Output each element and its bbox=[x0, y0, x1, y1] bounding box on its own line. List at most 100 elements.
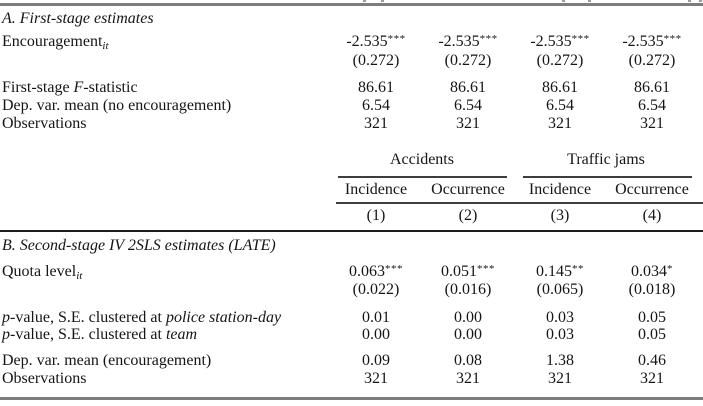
column-number: (3) bbox=[550, 207, 570, 224]
table-row: (0.022) (0.016) (0.065) (0.018) bbox=[0, 281, 703, 299]
row-label-f-statistic: First-stage F-statistic bbox=[0, 79, 330, 97]
coef-cell: -2.535*** bbox=[514, 33, 606, 51]
coef-value: -2.535 bbox=[438, 33, 480, 50]
column-header-occurrence: Occurrence bbox=[431, 181, 505, 198]
accidents-spanner-rule bbox=[338, 176, 507, 178]
cropped-text-fragment bbox=[363, 0, 366, 2]
table-row: p-value, S.E. clustered at team 0.00 0.0… bbox=[0, 326, 703, 344]
value-cell: 321 bbox=[456, 115, 480, 132]
column-header-occurrence: Occurrence bbox=[615, 181, 689, 198]
se-cell: (0.065) bbox=[536, 281, 584, 298]
column-group-traffic-jams: Traffic jams bbox=[567, 151, 645, 168]
value-cell: 0.09 bbox=[362, 352, 390, 369]
coef-value: 0.145 bbox=[536, 263, 572, 280]
bottom-rule bbox=[0, 397, 703, 400]
column-group-accidents: Accidents bbox=[390, 151, 454, 168]
value-cell: 6.54 bbox=[362, 97, 390, 114]
se-cell: (0.018) bbox=[628, 281, 676, 298]
value-cell: 0.05 bbox=[638, 326, 666, 343]
se-cell: (0.272) bbox=[536, 52, 584, 69]
significance-stars: *** bbox=[479, 33, 498, 45]
value-cell: 321 bbox=[364, 115, 388, 132]
value-cell: 321 bbox=[548, 370, 572, 387]
value-cell: 0.00 bbox=[454, 326, 482, 343]
row-label-empty bbox=[0, 151, 330, 169]
row-label-empty bbox=[0, 181, 330, 199]
table-row: Observations 321 321 321 321 bbox=[0, 370, 703, 388]
coef-value: -2.535 bbox=[346, 33, 388, 50]
column-header-incidence: Incidence bbox=[528, 181, 592, 198]
column-header-incidence: Incidence bbox=[344, 181, 408, 198]
se-cell: (0.272) bbox=[628, 52, 676, 69]
significance-stars: ** bbox=[572, 263, 584, 275]
value-cell: 0.03 bbox=[546, 326, 574, 343]
significance-stars: *** bbox=[571, 33, 590, 45]
label-italic: team bbox=[165, 326, 198, 343]
coef-value: -2.535 bbox=[622, 33, 664, 50]
cropped-text-fragment bbox=[381, 0, 384, 2]
value-cell: 321 bbox=[640, 370, 664, 387]
coef-cell: -2.535*** bbox=[330, 33, 422, 51]
column-subheader-row: Incidence Occurrence Incidence Occurrenc… bbox=[0, 181, 703, 199]
label-text: First-stage bbox=[2, 79, 74, 96]
label-italic: F bbox=[73, 79, 84, 96]
label-italic: p bbox=[2, 309, 10, 326]
label-italic: police station-day bbox=[165, 309, 282, 326]
value-cell: 0.03 bbox=[546, 309, 574, 326]
column-number: (4) bbox=[642, 207, 662, 224]
label-italic: p bbox=[2, 326, 10, 343]
variable-name: Quota level bbox=[2, 263, 77, 280]
significance-stars: * bbox=[667, 263, 673, 275]
coef-cell: 0.051*** bbox=[422, 263, 514, 281]
column-number-row: (1) (2) (3) (4) bbox=[0, 207, 703, 225]
coef-cell: 0.034* bbox=[606, 263, 698, 281]
variable-name: Encouragement bbox=[2, 33, 103, 50]
se-cell: (0.272) bbox=[444, 52, 492, 69]
se-cell: (0.272) bbox=[352, 52, 400, 69]
value-cell: 86.61 bbox=[450, 79, 486, 96]
coef-value: 0.034 bbox=[631, 263, 667, 280]
row-label-dep-var-mean: Dep. var. mean (encouragement) bbox=[2, 352, 212, 369]
top-rule bbox=[0, 3, 703, 6]
value-cell: 321 bbox=[456, 370, 480, 387]
significance-stars: *** bbox=[663, 33, 682, 45]
column-number: (2) bbox=[458, 207, 478, 224]
variable-subscript: it bbox=[76, 270, 83, 282]
value-cell: 6.54 bbox=[454, 97, 482, 114]
row-label-empty bbox=[0, 52, 330, 70]
mid-rule bbox=[0, 230, 703, 232]
value-cell: 86.61 bbox=[358, 79, 394, 96]
row-label-empty bbox=[0, 281, 330, 299]
cropped-text-fragment bbox=[562, 0, 565, 2]
value-cell: 321 bbox=[548, 115, 572, 132]
row-label-encouragement: Encouragementit bbox=[0, 33, 330, 52]
panel-b-title: B. Second-stage IV 2SLS estimates (LATE) bbox=[2, 237, 276, 254]
table-row: p-value, S.E. clustered at police statio… bbox=[0, 309, 703, 327]
coef-cell: 0.063*** bbox=[330, 263, 422, 281]
se-cell: (0.022) bbox=[352, 281, 400, 298]
table-row: First-stage F-statistic 86.61 86.61 86.6… bbox=[0, 79, 703, 97]
column-group-header-row: Accidents Traffic jams bbox=[0, 151, 703, 169]
significance-stars: *** bbox=[385, 263, 403, 275]
table-row: Encouragementit -2.535*** -2.535*** -2.5… bbox=[0, 33, 703, 52]
row-label-observations: Observations bbox=[2, 370, 87, 387]
value-cell: 321 bbox=[364, 370, 388, 387]
value-cell: 0.00 bbox=[454, 309, 482, 326]
significance-stars: *** bbox=[387, 33, 406, 45]
value-cell: 0.08 bbox=[454, 352, 482, 369]
significance-stars: *** bbox=[477, 263, 495, 275]
table-row: Quota levelit 0.063*** 0.051*** 0.145** … bbox=[0, 263, 703, 282]
row-label-pvalue-team: p-value, S.E. clustered at team bbox=[0, 326, 330, 344]
value-cell: 0.00 bbox=[362, 326, 390, 343]
value-cell: 6.54 bbox=[638, 97, 666, 114]
cropped-text-fragment bbox=[588, 0, 591, 2]
label-text: -value, S.E. clustered at bbox=[10, 309, 166, 326]
value-cell: 6.54 bbox=[546, 97, 574, 114]
value-cell: 86.61 bbox=[634, 79, 670, 96]
table-row: Observations 321 321 321 321 bbox=[0, 115, 703, 133]
subheader-rule bbox=[336, 202, 703, 204]
value-cell: 0.46 bbox=[638, 352, 666, 369]
value-cell: 0.05 bbox=[638, 309, 666, 326]
label-text: -statistic bbox=[83, 79, 138, 96]
